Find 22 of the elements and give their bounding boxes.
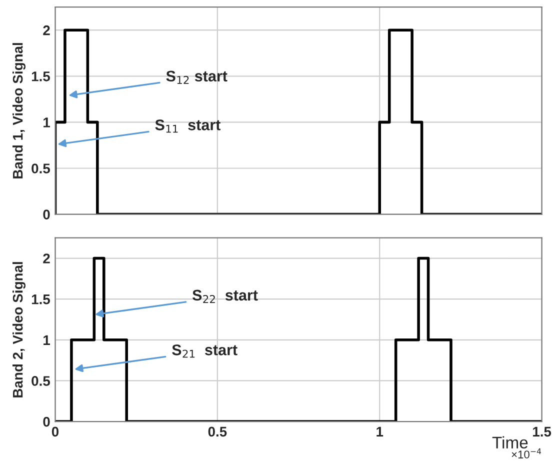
annotation: S$_{11}$ start — [155, 120, 221, 133]
y-tick-label: 0 — [43, 416, 50, 427]
annotation: S$_{22}$ start — [192, 290, 258, 303]
y-tick-label: 0 — [43, 210, 50, 220]
y-axis-title: Band 1, Video Signal — [12, 43, 26, 178]
x-tick-label: 0.5 — [208, 426, 227, 437]
y-tick-label: 2 — [43, 254, 50, 264]
annotation: S$_{12}$ start — [166, 70, 228, 84]
y-tick-label: 1 — [44, 335, 50, 345]
x-tick-label: 0 — [52, 426, 59, 437]
y-tick-label: 0.5 — [32, 164, 50, 174]
y-tick-label: 1.5 — [32, 294, 50, 304]
x-axis-title: Time — [492, 436, 528, 448]
y-tick-label: 1 — [44, 118, 50, 128]
text: ×10$^{−4}$ — [512, 448, 542, 458]
y-axis-title: Band 2, Video Signal — [12, 262, 26, 398]
y-tick-label: 0.5 — [32, 376, 50, 386]
x-tick-label: 1 — [376, 426, 384, 436]
x-tick-label: 1.5 — [533, 426, 552, 437]
y-tick-label: 1.5 — [32, 72, 50, 82]
annotation: S$_{21}$ start — [172, 344, 238, 358]
y-tick-label: 2 — [43, 25, 50, 36]
